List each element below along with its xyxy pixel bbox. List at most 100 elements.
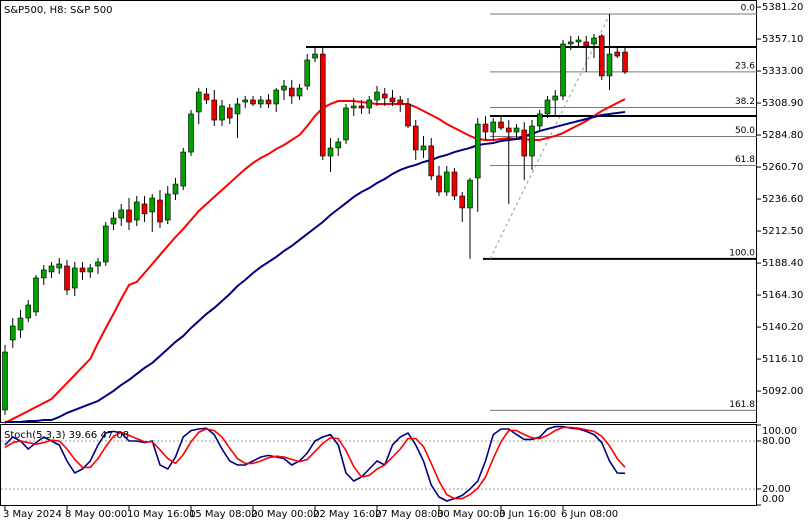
candle-body [536,113,543,127]
x-tick-label: 3 Jun 16:00 [499,509,556,520]
y-tick-label: 0.00 [762,494,784,505]
candle-body [79,267,86,273]
candle-body [319,53,326,157]
candle-body [606,53,613,77]
x-tick-label: 27 May 08:00 [375,509,444,520]
candle-body [443,171,450,193]
y-tick-label: 20.00 [762,484,791,495]
candle-body [126,209,132,223]
candle-body [273,89,280,105]
candle-body [64,265,70,291]
candle-body [405,103,411,127]
candle-body [374,91,380,101]
y-tick-label: 5092.00 [762,386,803,397]
candle-body [312,53,318,59]
candle-body [467,179,473,209]
y-tick-label: 5260.70 [762,162,803,173]
candle-body [95,261,101,267]
candle-body [257,99,264,105]
candle-body [149,197,156,213]
candle-body [335,141,342,149]
chart-title: S&P500, H8: S&P 500 [4,5,113,16]
candle-body [288,87,295,97]
fib-label: 0.0 [741,3,756,13]
fib-label: 38.2 [735,97,755,107]
candle-body [56,263,63,269]
candle-body [343,107,349,141]
candle-body [397,99,404,105]
candle-body [505,127,512,133]
candle-body [219,105,225,121]
candle-body [281,85,287,91]
y-tick-label: 5188.40 [762,258,803,269]
y-tick-label: 5381.20 [762,2,803,13]
y-tick-label: 5236.60 [762,194,803,205]
candle-body [234,103,241,115]
fib-label: 100.0 [729,248,755,258]
candle-body [211,99,218,121]
y-tick-label: 5140.20 [762,322,803,333]
series-line [4,426,626,500]
candle-body [436,175,442,193]
x-tick-label: 20 May 00:00 [251,509,320,520]
candle-body [567,41,574,45]
candle-body [622,51,628,73]
y-tick-label: 5357.10 [762,34,803,45]
candle-body [180,151,187,187]
candle-body [250,99,256,105]
x-tick-label: 3 May 2024 [3,509,62,520]
y-tick-label: 5308.90 [762,98,803,109]
candle-body [242,99,249,103]
candle-body [172,183,179,195]
candle-body [141,203,148,215]
x-tick-label: 8 May 00:00 [65,509,127,520]
candle-body [358,105,365,109]
y-tick-label: 5164.30 [762,290,803,301]
fib-label: 50.0 [735,126,755,136]
x-tick-label: 30 May 00:00 [437,509,506,520]
y-tick-label: 80.00 [762,436,791,447]
candle-body [48,265,55,273]
candle-body [164,193,171,221]
stoch-title: Stoch(5,3,3) 39.66 47.08 [4,430,129,441]
candle-body [490,121,497,133]
candle-body [591,37,597,45]
candle-body [552,95,559,101]
candle-body [482,123,489,133]
candle-body [226,107,233,119]
candle-body [598,35,605,77]
candle-body [381,93,388,99]
candle-body [560,43,566,97]
candle-body [412,125,419,151]
x-tick-label: 22 May 16:00 [313,509,382,520]
candle-body [102,225,109,263]
candle-body [350,105,357,109]
y-tick-label: 100.00 [762,426,797,437]
candle-body [296,87,303,97]
candle-body [188,113,194,153]
candle-body [71,267,78,289]
candle-body [327,147,334,157]
candle-body [366,99,373,109]
candle-body [420,145,427,151]
candle-body [451,171,458,197]
x-tick-label: 10 May 16:00 [127,509,196,520]
y-tick-label: 5284.80 [762,130,803,141]
candle-body [133,201,140,221]
candle-body [544,99,551,115]
candle-body [157,199,163,223]
price-panel [0,0,757,423]
candle-body [9,325,16,341]
candle-body [529,125,535,157]
candle-body [304,59,311,87]
y-tick-label: 5333.00 [762,66,803,77]
candle-body [195,91,202,113]
fib-label: 23.6 [735,61,755,71]
candle-body [118,209,125,219]
candle-body [575,39,582,43]
candle-body [428,145,435,177]
candle-body [583,41,590,47]
candle-body [2,351,8,411]
candle-body [521,129,528,157]
